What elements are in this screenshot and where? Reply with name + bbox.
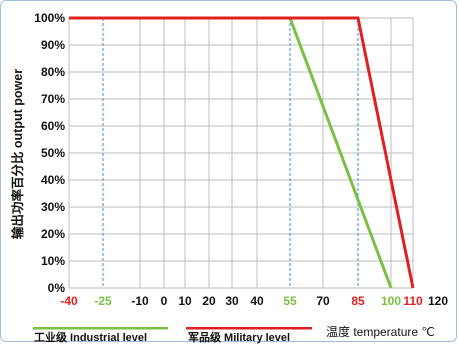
legend-label-industrial: 工业级 Industrial level: [34, 330, 147, 344]
x-tick-labels: -40 -25 -10 0 10 20 30 40 55 70 85 100 110 120: [60, 294, 448, 308]
legend-swatch-industrial: [33, 327, 168, 330]
x-tick-label: 10: [178, 294, 192, 308]
x-tick-label: -10: [131, 294, 149, 308]
y-tick-label: 100%: [34, 11, 65, 25]
y-axis-label: 输出功率百分比 output power: [10, 69, 25, 239]
x-tick-label: 120: [428, 294, 448, 308]
legend-label-military: 军品级 Military level: [188, 330, 290, 344]
y-tick-label: 20%: [41, 227, 65, 241]
x-tick-label: 40: [250, 294, 264, 308]
x-tick-label: -40: [60, 294, 78, 308]
y-tick-label: 80%: [41, 65, 65, 79]
x-tick-label: -25: [94, 294, 112, 308]
y-tick-label: 60%: [41, 119, 65, 133]
x-tick-label: 85: [351, 294, 365, 308]
x-tick-label: 55: [283, 294, 297, 308]
y-tick-labels: 0% 10% 20% 30% 40% 50% 60% 70% 80% 90% 100%: [34, 11, 65, 295]
x-tick-label: 30: [225, 294, 239, 308]
grid: [68, 17, 414, 289]
series-lines: [69, 16, 415, 289]
y-tick-label: 40%: [41, 173, 65, 187]
dashed-markers: [102, 18, 359, 288]
x-tick-label: 70: [316, 294, 330, 308]
x-tick-label: 20: [202, 294, 216, 308]
y-tick-label: 50%: [41, 146, 65, 160]
y-tick-label: 30%: [41, 200, 65, 214]
x-axis-label: 温度 temperature ℃: [326, 324, 435, 339]
series-line-military: [69, 16, 415, 289]
y-tick-label: 90%: [41, 38, 65, 52]
x-tick-label: 110: [403, 294, 423, 308]
legend: 工业级 Industrial level 军品级 Military level …: [33, 324, 435, 344]
y-tick-label: 10%: [41, 254, 65, 268]
y-tick-label: 0%: [48, 281, 66, 295]
x-tick-label: 0: [161, 294, 168, 308]
legend-swatch-military: [186, 327, 312, 330]
y-tick-label: 70%: [41, 92, 65, 106]
x-tick-label: 100: [381, 294, 401, 308]
